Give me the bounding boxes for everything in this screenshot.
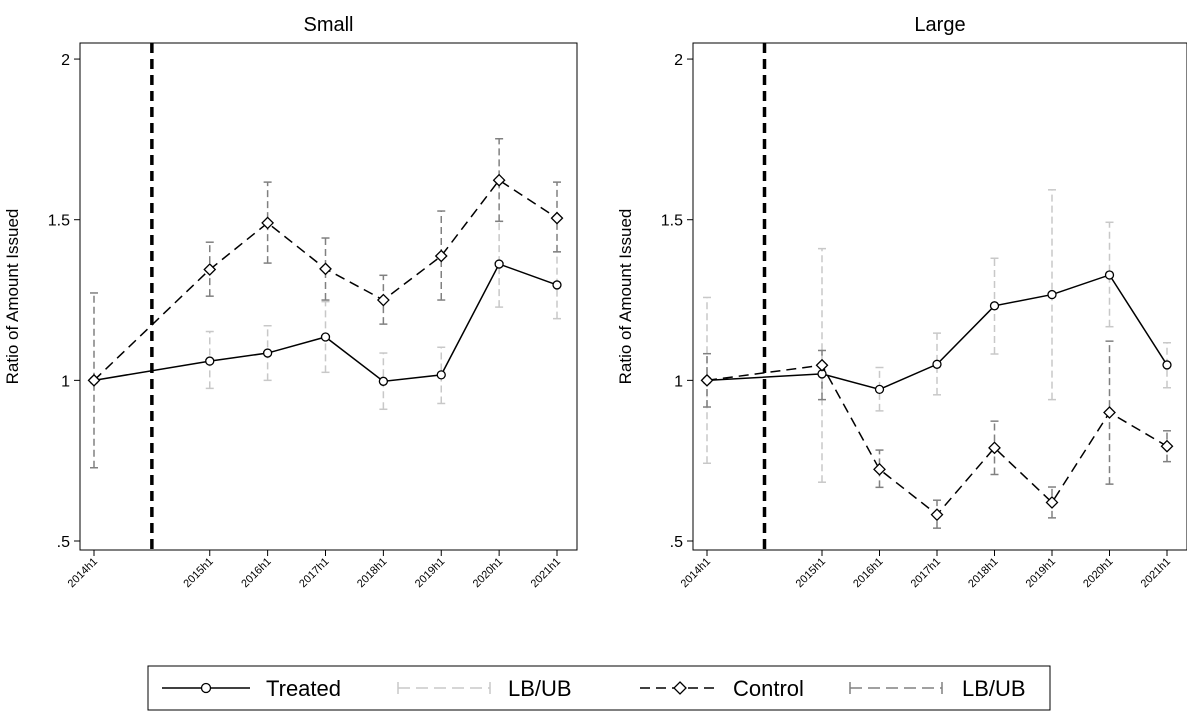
legend-swatch-circle <box>200 682 212 694</box>
control-line <box>93 179 558 381</box>
legend-label: LB/UB <box>508 676 572 701</box>
legend-box <box>147 665 1051 711</box>
x-tick-label: 2019h1 <box>1024 556 1058 590</box>
y-tick-label: 2 <box>674 52 683 69</box>
control-point <box>988 441 1001 455</box>
y-axis-label: Ratio of Amount Issued <box>3 209 22 385</box>
treated-line <box>93 263 558 383</box>
treated-point <box>494 259 504 269</box>
control-line <box>706 364 1168 516</box>
legend-label: LB/UB <box>962 676 1026 701</box>
control-point <box>1103 406 1116 419</box>
treated-point <box>989 301 1000 311</box>
control-point <box>434 249 448 263</box>
legend-label: Control <box>733 676 804 701</box>
y-axis-label: Ratio of Amount Issued <box>616 209 635 385</box>
x-tick-label: 2014h1 <box>679 556 713 590</box>
x-tick-label: 2021h1 <box>529 556 563 590</box>
control-point <box>1045 496 1059 509</box>
control-point <box>319 262 332 276</box>
control-point <box>261 216 275 230</box>
legend: Treated LB/UB Control LB/UB <box>147 665 1051 711</box>
control-point <box>492 173 506 187</box>
treated-point <box>1162 360 1172 370</box>
treated-point <box>932 359 942 369</box>
y-tick-label: 1.5 <box>661 213 683 230</box>
panel-large: Large Ratio of Amount Issued .5 1 1.5 2 2014h1… <box>616 14 1187 590</box>
x-tick-label: 2017h1 <box>297 556 331 590</box>
control-point <box>550 211 564 225</box>
plot-frame <box>692 42 1187 551</box>
control-point <box>203 263 217 276</box>
control-point <box>930 508 944 522</box>
treated-point <box>1104 270 1115 280</box>
y-tick-label: 1.5 <box>48 213 70 230</box>
control-point <box>873 462 886 476</box>
x-tick-label: 2017h1 <box>909 556 943 590</box>
y-tick-label: .5 <box>670 534 683 551</box>
x-tick-label: 2014h1 <box>66 556 100 590</box>
legend-label: Treated <box>266 676 341 701</box>
x-tick-label: 2016h1 <box>239 556 273 590</box>
x-tick-label: 2018h1 <box>355 556 389 590</box>
treated-point <box>378 376 389 386</box>
x-tick-label: 2020h1 <box>471 556 505 590</box>
x-tick-label: 2021h1 <box>1139 556 1173 590</box>
chart-title: Large <box>914 14 965 36</box>
legend-swatch-diamond <box>673 681 687 695</box>
treated-point <box>262 348 273 358</box>
treated-line <box>706 274 1168 391</box>
y-tick-label: 1 <box>674 373 683 390</box>
control-point <box>87 373 101 387</box>
panel-small: Small Ratio of Amount Issued .5 1 1.5 2 2014h1… <box>3 14 578 590</box>
control-point <box>815 358 829 372</box>
x-tick-label: 2015h1 <box>794 556 828 590</box>
y-tick-label: 1 <box>61 373 70 390</box>
y-tick-label: .5 <box>57 534 70 551</box>
treated-point <box>1047 289 1057 300</box>
x-tick-label: 2016h1 <box>851 556 885 590</box>
plot-frame <box>79 42 578 551</box>
x-tick-label: 2018h1 <box>966 556 1000 590</box>
treated-point <box>205 356 215 366</box>
control-point <box>376 293 390 307</box>
treated-point <box>874 384 885 395</box>
chart-title: Small <box>303 14 353 36</box>
y-tick-label: 2 <box>61 52 70 69</box>
treated-point <box>436 370 446 380</box>
control-point <box>1160 439 1174 453</box>
treated-point <box>320 332 331 342</box>
treated-point <box>552 280 562 290</box>
control-point <box>700 373 714 387</box>
x-tick-label: 2020h1 <box>1081 556 1115 590</box>
x-tick-label: 2015h1 <box>181 556 215 590</box>
x-tick-label: 2019h1 <box>413 556 447 590</box>
